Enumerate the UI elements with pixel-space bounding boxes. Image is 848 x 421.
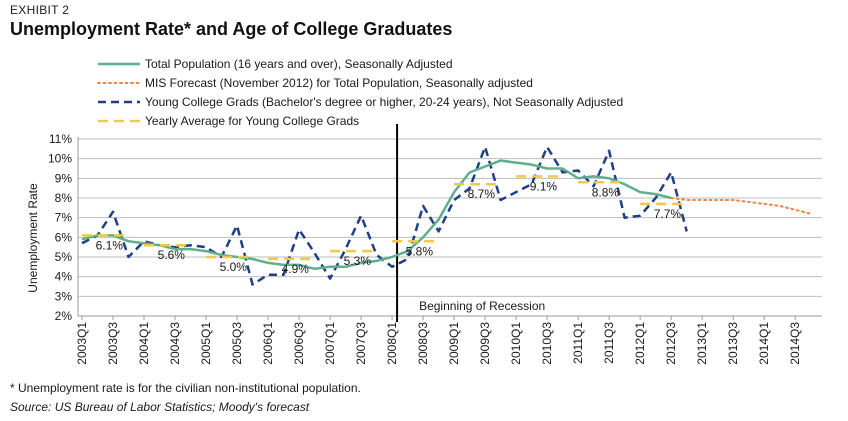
y-tick-label: 11% bbox=[49, 132, 72, 146]
x-tick-label: 2004Q1 bbox=[137, 322, 151, 365]
footnote: * Unemployment rate is for the civilian … bbox=[10, 381, 361, 395]
y-tick-label: 2% bbox=[55, 309, 73, 323]
yearly-average-label: 7.7% bbox=[654, 207, 682, 221]
chart-legend: Total Population (16 years and over), Se… bbox=[97, 57, 623, 128]
y-gridlines: Beginning of Recession bbox=[77, 124, 822, 322]
young-grads-line bbox=[81, 145, 688, 286]
y-tick-label: 3% bbox=[55, 289, 73, 303]
x-tick-label: 2008Q3 bbox=[416, 322, 430, 365]
legend-label: Total Population (16 years and over), Se… bbox=[145, 57, 453, 71]
yearly-average-label: 5.0% bbox=[220, 260, 248, 274]
total-population-line bbox=[81, 159, 672, 271]
x-tick-label: 2007Q1 bbox=[323, 322, 337, 365]
yearly-average-label: 5.8% bbox=[406, 244, 434, 258]
legend-label: MIS Forecast (November 2012) for Total P… bbox=[145, 76, 533, 90]
x-tick-label: 2005Q1 bbox=[199, 322, 213, 365]
y-tick-label: 6% bbox=[55, 230, 73, 244]
y-tick-label: 7% bbox=[55, 211, 73, 225]
x-tick-label: 2006Q1 bbox=[261, 322, 275, 365]
y-tick-label: 8% bbox=[55, 191, 73, 205]
y-axis-ticks: 2% 3% 4% 5% 6% 7% 8% 9% 10% 11% bbox=[48, 132, 72, 323]
x-tick-label: 2004Q3 bbox=[168, 322, 182, 365]
x-tick-label: 2008Q1 bbox=[385, 322, 399, 365]
chart-title: Unemployment Rate* and Age of College Gr… bbox=[10, 19, 453, 39]
forecast-line bbox=[670, 197, 812, 215]
legend-label: Yearly Average for Young College Grads bbox=[145, 114, 359, 128]
yearly-average-label: 8.7% bbox=[468, 187, 496, 201]
x-tick-label: 2010Q3 bbox=[540, 322, 554, 365]
exhibit-label: EXHIBIT 2 bbox=[10, 3, 70, 17]
x-tick-label: 2010Q1 bbox=[509, 322, 523, 365]
yearly-average-label: 6.1% bbox=[96, 238, 124, 252]
legend-label: Young College Grads (Bachelor's degree o… bbox=[145, 95, 623, 109]
x-tick-label: 2006Q3 bbox=[292, 322, 306, 365]
chart-series bbox=[81, 145, 812, 286]
x-tick-label: 2014Q1 bbox=[757, 322, 771, 365]
y-tick-label: 10% bbox=[48, 152, 72, 166]
yearly-average-label: 5.6% bbox=[158, 248, 186, 262]
x-tick-label: 2014Q3 bbox=[788, 322, 802, 365]
y-tick-label: 5% bbox=[55, 250, 73, 264]
yearly-average-label: 5.3% bbox=[344, 254, 372, 268]
y-tick-label: 9% bbox=[55, 171, 73, 185]
x-tick-label: 2009Q3 bbox=[478, 322, 492, 365]
y-axis-label: Unemployment Rate bbox=[26, 183, 40, 293]
yearly-average-label: 9.1% bbox=[530, 179, 558, 193]
recession-label: Beginning of Recession bbox=[419, 299, 545, 313]
data-labels: 6.1% 5.6% 5.0% 4.9% 5.3% 5.8% 8.7% 9.1% 8.8% 7.7% bbox=[96, 179, 682, 276]
x-tick-label: 2013Q3 bbox=[726, 322, 740, 365]
x-tick-label: 2011Q1 bbox=[571, 322, 585, 364]
x-tick-label: 2012Q3 bbox=[664, 322, 678, 365]
y-tick-label: 4% bbox=[55, 270, 73, 284]
unemployment-line-chart: Total Population (16 years and over), Se… bbox=[26, 57, 822, 365]
x-tick-label: 2007Q3 bbox=[354, 322, 368, 365]
source-note: Source: US Bureau of Labor Statistics; M… bbox=[10, 400, 310, 414]
x-tick-label: 2009Q1 bbox=[447, 322, 461, 365]
x-tick-label: 2003Q1 bbox=[75, 322, 89, 365]
x-axis-ticks: 2003Q1 2003Q3 2004Q1 2004Q3 2005Q1 2005Q3 2006… bbox=[75, 316, 802, 365]
yearly-average-label: 8.8% bbox=[592, 185, 620, 199]
yearly-average-label: 4.9% bbox=[282, 262, 310, 276]
x-tick-label: 2013Q1 bbox=[695, 322, 709, 365]
x-tick-label: 2011Q3 bbox=[602, 322, 616, 364]
x-tick-label: 2005Q3 bbox=[230, 322, 244, 365]
x-tick-label: 2012Q1 bbox=[633, 322, 647, 365]
x-tick-label: 2003Q3 bbox=[106, 322, 120, 365]
